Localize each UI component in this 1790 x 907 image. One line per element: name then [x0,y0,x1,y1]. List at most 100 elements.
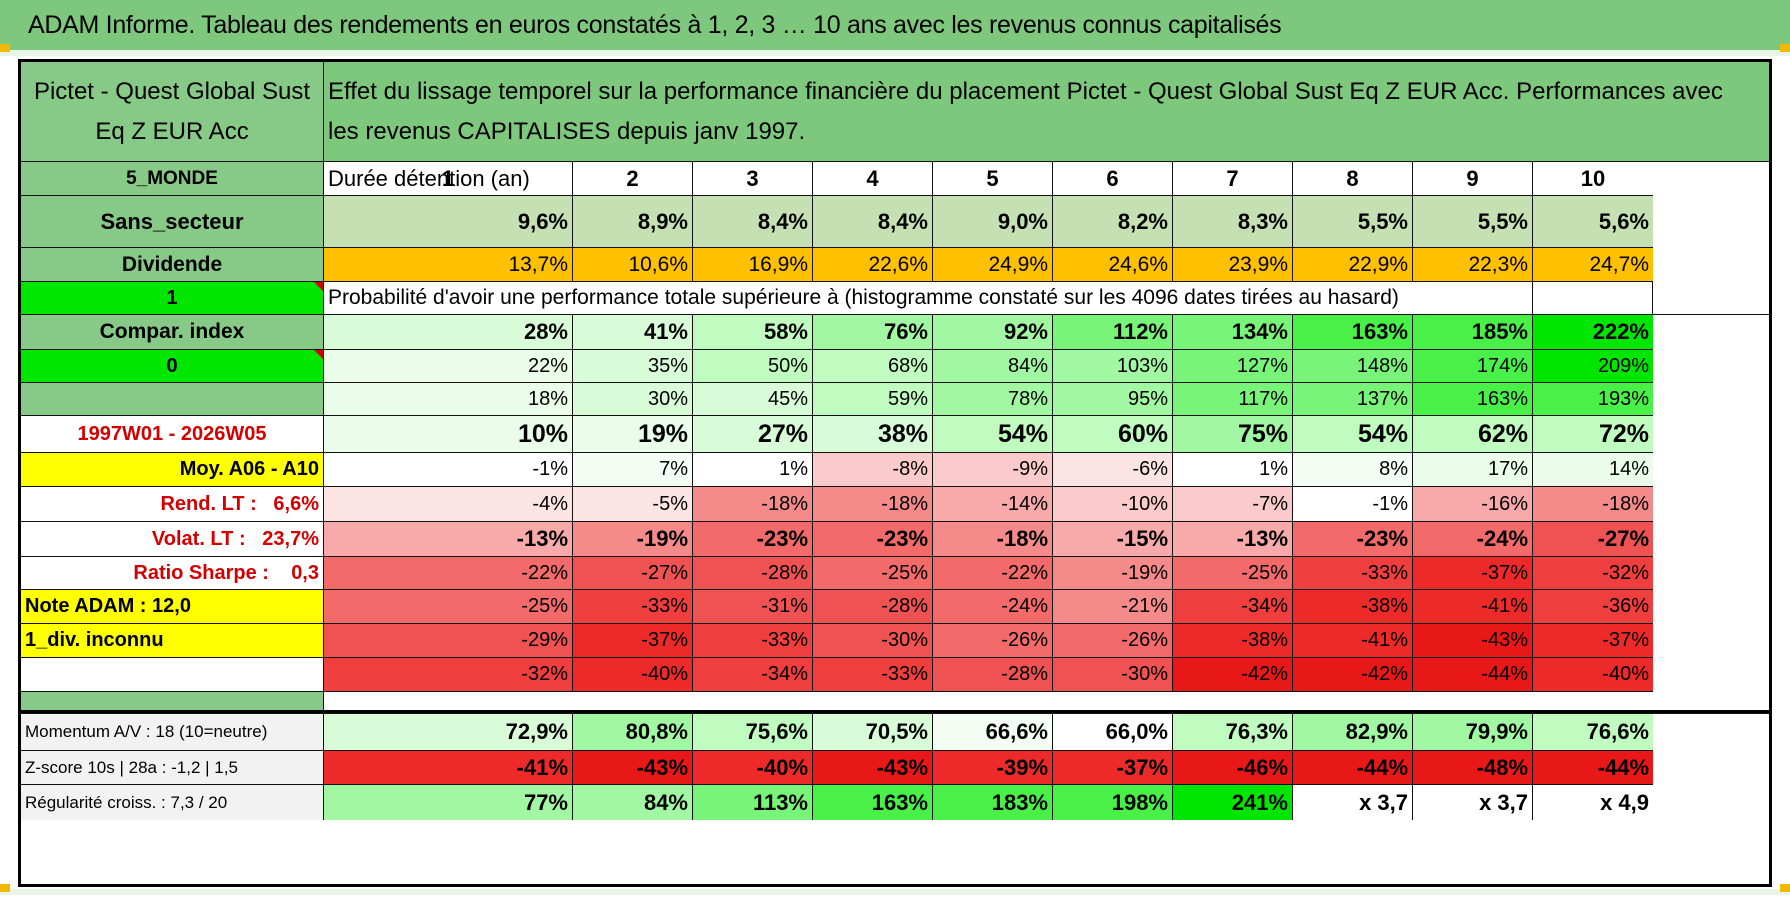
annual-return-value: 8,3% [1173,196,1293,248]
indicator-label: Régularité croiss. : 7,3 / 20 [21,785,324,820]
quantile-value: 30% [573,383,693,416]
probability-title: Probabilité d'avoir une performance tota… [324,282,1533,315]
quantile-value: -18% [813,487,933,522]
quantile-value: 19% [573,416,693,453]
quantile-value: 72% [1533,416,1653,453]
quantile-value: -6% [1053,453,1173,487]
volatility-value: 24,7% [1533,248,1653,282]
long-term-return: Rend. LT : 6,6% [21,487,324,522]
flag-input: 0 [21,350,324,383]
quantile-value: -18% [1533,487,1653,522]
quantile-value: 193% [1533,383,1653,416]
flag-input: 1 [21,282,324,315]
quantile-value: -37% [1413,557,1533,590]
year-header: 7 [1173,162,1293,196]
quantile-value: -36% [1533,590,1653,624]
stat-value: x 3,7 [1293,785,1413,820]
stat-value: 183% [933,785,1053,820]
top-strip [0,50,1790,56]
quantile-value: 75% [1173,416,1293,453]
quantile-value: 103% [1053,350,1173,383]
stat-value: x 3,7 [1413,785,1533,820]
quantile-value: -43% [1413,624,1533,658]
quantile-value: -25% [813,557,933,590]
quantile-value: -21% [1053,590,1173,624]
dividend-label: Dividende [21,248,324,282]
annual-return-value: 9,6% [324,196,573,248]
quantile-value: -31% [693,590,813,624]
year-header: 5 [933,162,1053,196]
year-header: 8 [1293,162,1413,196]
annual-return-value: 5,6% [1533,196,1653,248]
quantile-value: -27% [1533,522,1653,557]
quantile-value: 92% [933,315,1053,350]
quantile-value: -9% [933,453,1053,487]
quantile-value: 137% [1293,383,1413,416]
quantile-value: -5% [573,487,693,522]
quantile-value: 50% [693,350,813,383]
stat-value: 66,0% [1053,714,1173,751]
quantile-value: 41% [573,315,693,350]
quantile-value: 14% [1533,453,1653,487]
stat-value: 80,8% [573,714,693,751]
quantile-value: -16% [1413,487,1533,522]
quantile-value: -34% [693,658,813,692]
stat-value: 76,3% [1173,714,1293,751]
quantile-value: -22% [933,557,1053,590]
quantile-value: 112% [1053,315,1173,350]
average-label: Moy. A06 - A10 [21,453,324,487]
volatility-value: 16,9% [693,248,813,282]
year-header: 4 [813,162,933,196]
quantile-value: -28% [693,557,813,590]
quantile-value: -33% [693,624,813,658]
quantile-value: -7% [1173,487,1293,522]
quantile-value: 45% [693,383,813,416]
quantile-value: -23% [693,522,813,557]
blank-cell [21,658,324,692]
stat-value: 84% [573,785,693,820]
stat-value: -46% [1173,751,1293,785]
quantile-value: -15% [1053,522,1173,557]
compar-index-label: Compar. index [21,315,324,350]
quantile-value: -34% [1173,590,1293,624]
corner-marker [0,44,10,52]
quantile-value: 7% [573,453,693,487]
quantile-value: 18% [324,383,573,416]
zone-label: 5_MONDE [21,162,324,196]
sharpe-ratio: Ratio Sharpe : 0,3 [21,557,324,590]
stat-value: -43% [813,751,933,785]
quantile-value: -19% [1053,557,1173,590]
quantile-value: -13% [1173,522,1293,557]
stat-value: -44% [1293,751,1413,785]
blank-cell [21,383,324,416]
annual-return-value: 8,4% [693,196,813,248]
volatility-value: 10,6% [573,248,693,282]
stat-value: -39% [933,751,1053,785]
period-label: 1997W01 - 2026W05 [21,416,324,453]
quantile-value: 185% [1413,315,1533,350]
volatility-value: 13,7% [324,248,573,282]
quantile-value: -40% [1533,658,1653,692]
adam-score: Note ADAM : 12,0 [21,590,324,624]
quantile-value: -27% [573,557,693,590]
stat-value: -37% [1053,751,1173,785]
quantile-value: 68% [813,350,933,383]
fund-description: Effet du lissage temporel sur la perform… [324,62,1769,162]
stat-value: 76,6% [1533,714,1653,751]
annual-return-value: 5,5% [1293,196,1413,248]
quantile-value: -33% [1293,557,1413,590]
stat-value: 113% [693,785,813,820]
stat-value: 79,9% [1413,714,1533,751]
indicator-label: Momentum A/V : 18 (10=neutre) [21,714,324,751]
quantile-value: 8% [1293,453,1413,487]
quantile-value: -1% [1293,487,1413,522]
stat-value: -48% [1413,751,1533,785]
bottom-strip [0,889,1790,895]
spacer-cell [21,692,324,714]
quantile-value: -25% [324,590,573,624]
quantile-value: -44% [1413,658,1533,692]
quantile-value: -40% [573,658,693,692]
quantile-value: -29% [324,624,573,658]
annual-return-value: 8,9% [573,196,693,248]
quantile-value: 127% [1173,350,1293,383]
